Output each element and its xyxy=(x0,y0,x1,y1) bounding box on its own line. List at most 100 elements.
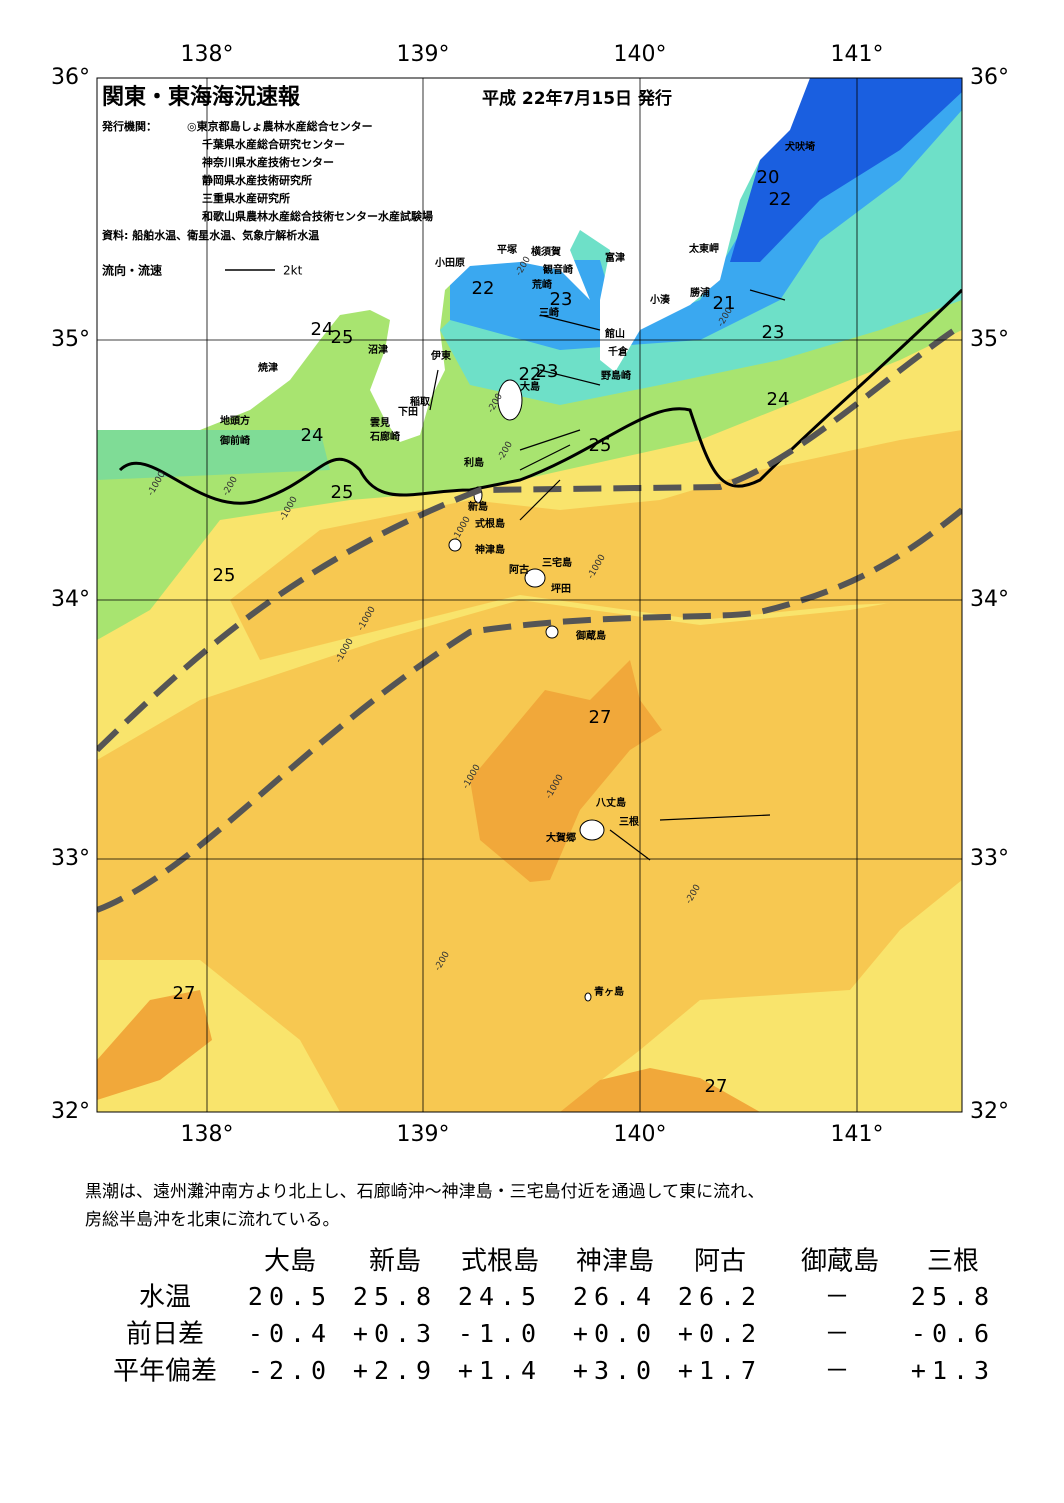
lat-label: 34° xyxy=(970,587,1009,612)
place-name: 三根 xyxy=(619,815,639,828)
table-cell: － xyxy=(824,1319,855,1348)
place-name: 焼津 xyxy=(258,361,278,374)
table-cell: － xyxy=(824,1282,855,1311)
lon-label: 139° xyxy=(397,42,450,67)
isotherm-label: 24 xyxy=(311,319,334,340)
place-name: 野島崎 xyxy=(601,369,631,382)
place-name: 犬吠埼 xyxy=(785,140,815,153)
place-name: 富津 xyxy=(605,251,625,264)
lon-label: 140° xyxy=(614,1122,667,1147)
place-name: 利島 xyxy=(464,456,484,469)
row-label: 前日差 xyxy=(126,1320,204,1350)
lon-label: 141° xyxy=(831,1122,884,1147)
table-header: 式根島 xyxy=(461,1247,539,1277)
isotherm-label: 25 xyxy=(331,482,354,503)
table-header: 御蔵島 xyxy=(801,1247,879,1277)
table-cell: -2.0 xyxy=(248,1356,332,1385)
place-name: 観音崎 xyxy=(543,263,573,276)
isotherm-label: 23 xyxy=(536,361,559,382)
lat-label: 36° xyxy=(970,65,1009,90)
place-name: 御前崎 xyxy=(219,434,250,447)
place-name: 新島 xyxy=(468,500,488,513)
table-cell: 24.5 xyxy=(458,1282,542,1311)
place-name: 沼津 xyxy=(368,343,388,356)
table-header: 新島 xyxy=(369,1247,421,1277)
place-name: 平塚 xyxy=(497,243,517,256)
table-cell: 26.4 xyxy=(573,1282,657,1311)
table-header: 大島 xyxy=(264,1247,316,1277)
place-name: 三崎 xyxy=(539,306,559,319)
isotherm-label: 25 xyxy=(331,327,354,348)
place-name: 大島 xyxy=(520,380,540,393)
publisher: 三重県水産研究所 xyxy=(202,191,290,205)
lon-label: 138° xyxy=(181,42,234,67)
publisher: 千葉県水産総合研究センター xyxy=(202,137,345,151)
lat-label: 34° xyxy=(51,587,90,612)
place-name: 阿古 xyxy=(509,563,529,576)
place-name: 館山 xyxy=(604,327,625,340)
place-name: 横須賀 xyxy=(531,245,561,258)
place-name: 石廊崎 xyxy=(369,430,400,443)
table-cell: +3.0 xyxy=(573,1356,657,1385)
lon-label: 140° xyxy=(614,42,667,67)
lon-label: 139° xyxy=(397,1122,450,1147)
table-header: 三根 xyxy=(927,1247,979,1277)
map-fill xyxy=(97,78,962,1112)
isotherm-label: 22 xyxy=(519,364,542,385)
place-name: 神津島 xyxy=(475,543,505,556)
legend-speed: 2kt xyxy=(283,264,303,278)
isotherm-label: 23 xyxy=(762,322,785,343)
isotherm-label: 27 xyxy=(589,707,612,728)
table-header: 神津島 xyxy=(576,1247,654,1277)
source: 資料: 船舶水温、衛星水温、気象庁解析水温 xyxy=(102,228,319,242)
place-name: 小湊 xyxy=(649,293,671,306)
place-name: 千倉 xyxy=(608,345,629,358)
isotherm-label: 21 xyxy=(713,293,736,314)
lat-label: 35° xyxy=(51,327,90,352)
isotherm-label: 23 xyxy=(550,289,573,310)
publisher: 神奈川県水産技術センター xyxy=(202,155,334,169)
lat-label: 35° xyxy=(970,327,1009,352)
place-name: 坪田 xyxy=(551,582,571,595)
place-name: 御蔵島 xyxy=(575,629,606,642)
table-cell: -0.6 xyxy=(911,1319,995,1348)
place-name: 伊東 xyxy=(430,349,451,362)
place-name: 下田 xyxy=(398,406,418,418)
isotherm-label: 24 xyxy=(767,389,790,410)
table-cell: -0.4 xyxy=(248,1319,332,1348)
place-name: 稲取 xyxy=(410,395,431,408)
row-label: 水温 xyxy=(139,1283,191,1313)
publisher: ◎東京都島しょ農林水産総合センター xyxy=(187,119,373,133)
lat-label: 32° xyxy=(970,1099,1009,1124)
lon-label: 138° xyxy=(181,1122,234,1147)
date: 平成 22年7月15日 発行 xyxy=(482,88,672,109)
place-name: 大賀郷 xyxy=(546,831,576,844)
row-label: 平年偏差 xyxy=(113,1357,217,1387)
table-cell: -1.0 xyxy=(458,1319,542,1348)
place-name: 勝浦 xyxy=(690,286,710,299)
lat-label: 33° xyxy=(970,846,1009,871)
isotherm-label: 25 xyxy=(213,565,236,586)
table-cell: +2.9 xyxy=(353,1356,437,1385)
table-cell: +1.7 xyxy=(678,1356,762,1385)
lat-label: 33° xyxy=(51,846,90,871)
isotherm-label: 20 xyxy=(757,167,780,188)
place-name: 太東岬 xyxy=(688,242,719,255)
place-name: 式根島 xyxy=(475,517,505,530)
summary-line: 房総半島沖を北東に流れている。 xyxy=(85,1210,340,1230)
lat-label: 32° xyxy=(51,1099,90,1124)
place-name: 小田原 xyxy=(434,256,465,269)
table-cell: 25.8 xyxy=(353,1282,437,1311)
table-cell: 25.8 xyxy=(911,1282,995,1311)
isotherm-label: 27 xyxy=(705,1076,728,1097)
table-cell: 20.5 xyxy=(248,1282,332,1311)
lat-label: 36° xyxy=(51,65,90,90)
legend-label: 流向・流速 xyxy=(102,263,162,278)
table-cell: +1.4 xyxy=(458,1356,542,1385)
isotherm-label: 22 xyxy=(472,278,495,299)
place-name: 三宅島 xyxy=(542,556,572,569)
place-name: 雲見 xyxy=(370,417,390,429)
table-cell: +0.0 xyxy=(573,1319,657,1348)
publisher: 和歌山県農林水産総合技術センター水産試験場 xyxy=(202,209,433,223)
